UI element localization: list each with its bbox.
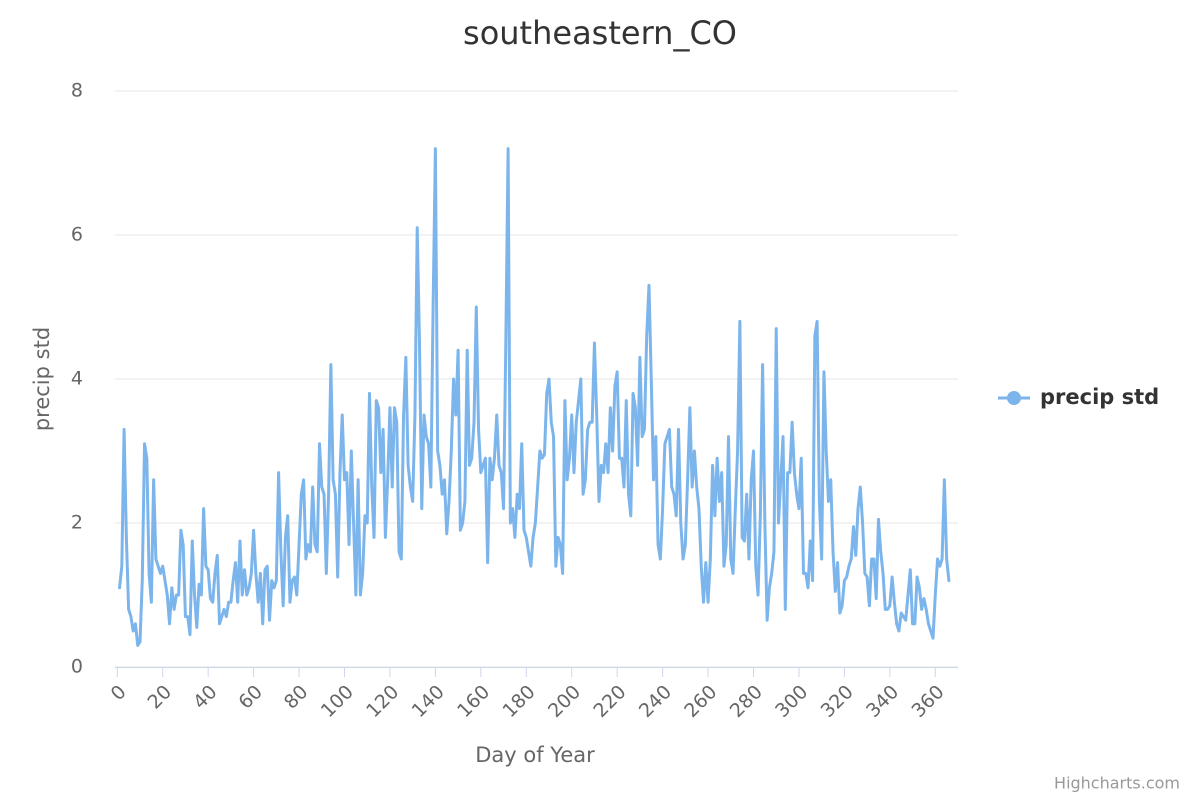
y-tick-label: 8 <box>71 80 83 102</box>
legend-label[interactable]: precip std <box>1040 385 1159 409</box>
x-tick-label: 220 <box>589 681 630 722</box>
x-tick-label: 0 <box>107 681 131 705</box>
credits[interactable]: Highcharts.com <box>1054 774 1180 793</box>
x-tick-label: 80 <box>280 681 313 714</box>
x-axis-title: Day of Year <box>475 743 595 767</box>
x-tick-label: 260 <box>680 681 721 722</box>
x-tick-label: 240 <box>635 681 676 722</box>
y-tick-label: 6 <box>71 224 83 246</box>
x-tick-label: 340 <box>862 681 903 722</box>
x-tick-label: 280 <box>726 681 767 722</box>
x-tick-label: 300 <box>771 681 812 722</box>
x-tick-label: 360 <box>908 681 949 722</box>
x-tick-label: 20 <box>143 681 176 714</box>
legend-symbol <box>1007 391 1021 405</box>
y-tick-label: 0 <box>71 656 83 678</box>
x-tick-label: 120 <box>362 681 403 722</box>
x-tick-label: 40 <box>189 681 222 714</box>
x-tick-label: 320 <box>817 681 858 722</box>
x-tick-label: 140 <box>408 681 449 722</box>
x-tick-label: 60 <box>234 681 267 714</box>
y-tick-label: 4 <box>71 368 83 390</box>
x-tick-label: 160 <box>453 681 494 722</box>
x-tick-label: 100 <box>317 681 358 722</box>
y-tick-label: 2 <box>71 512 83 534</box>
chart-title: southeastern_CO <box>463 14 737 52</box>
x-tick-label: 180 <box>498 681 539 722</box>
x-tick-label: 200 <box>544 681 585 722</box>
line-series <box>118 147 951 647</box>
y-axis-title: precip std <box>30 327 54 431</box>
